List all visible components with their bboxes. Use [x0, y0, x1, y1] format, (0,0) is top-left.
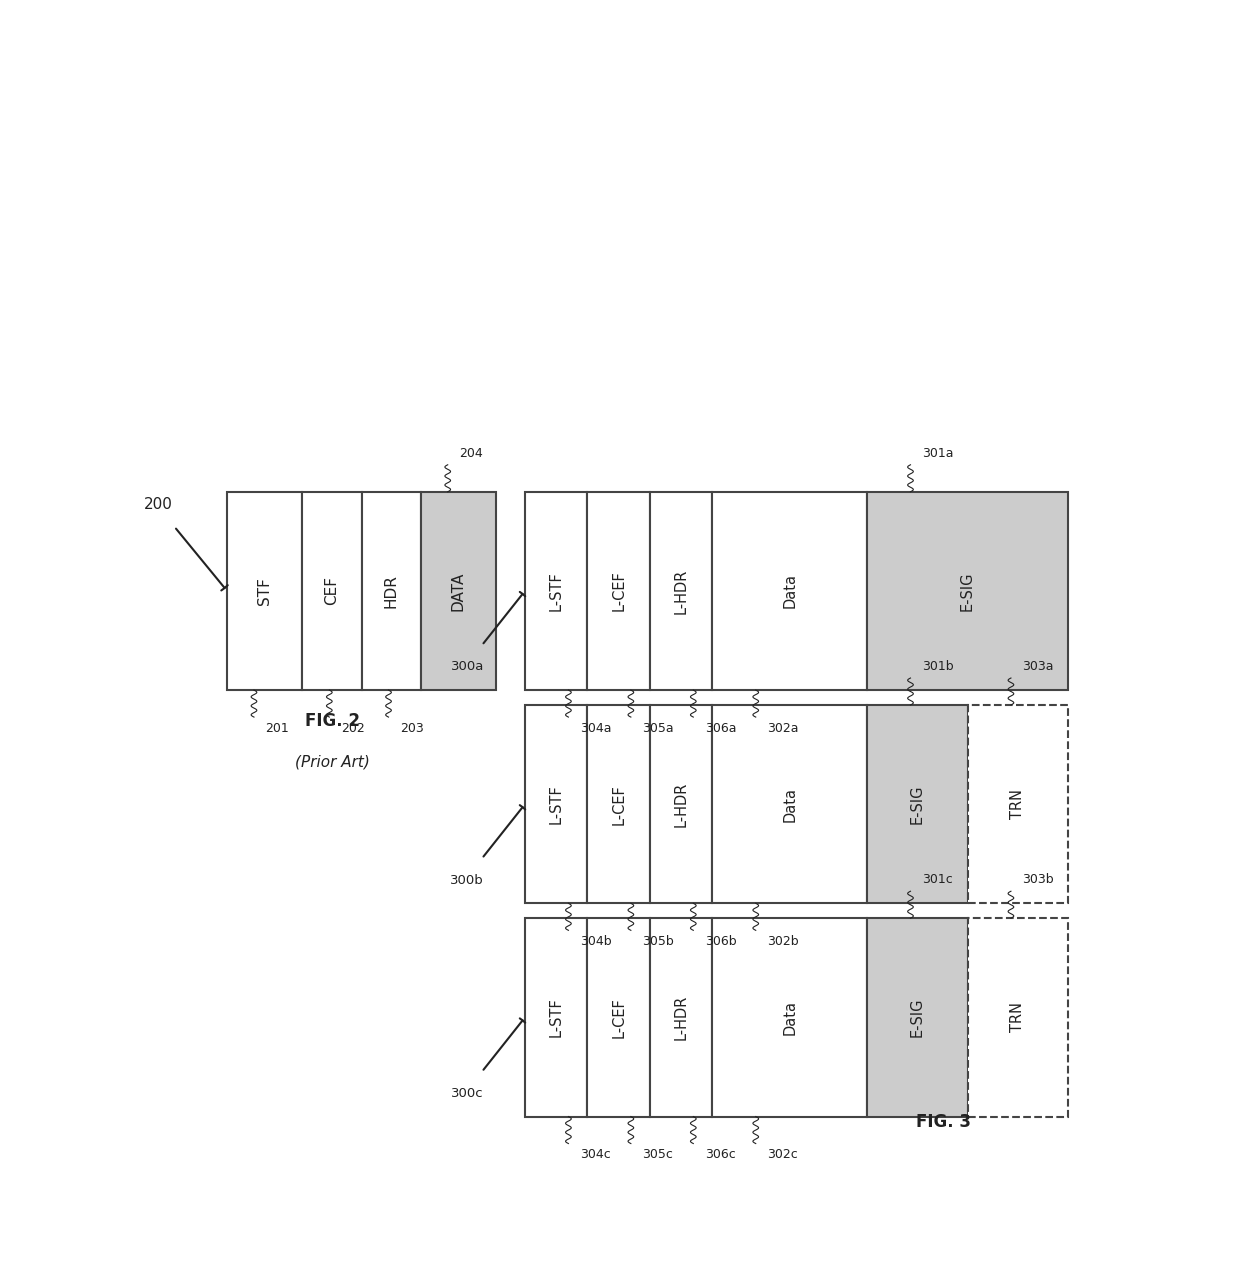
Text: Data: Data: [782, 573, 797, 608]
Text: 201: 201: [265, 721, 289, 735]
Text: HDR: HDR: [383, 574, 399, 608]
Text: L-CEF: L-CEF: [611, 997, 626, 1038]
Bar: [362, 492, 420, 690]
Text: L-HDR: L-HDR: [673, 782, 688, 827]
Text: 303b: 303b: [1023, 873, 1054, 886]
Text: (Prior Art): (Prior Art): [295, 755, 371, 769]
Bar: [712, 918, 867, 1117]
Text: E-SIG: E-SIG: [910, 998, 925, 1037]
Text: L-HDR: L-HDR: [673, 994, 688, 1041]
Text: 300c: 300c: [451, 1087, 484, 1100]
Text: STF: STF: [257, 577, 273, 605]
Text: L-CEF: L-CEF: [611, 784, 626, 824]
Text: 305a: 305a: [642, 721, 675, 735]
Text: TRN: TRN: [1011, 1002, 1025, 1033]
Text: 302c: 302c: [768, 1149, 799, 1162]
Text: 306c: 306c: [704, 1149, 735, 1162]
Bar: [867, 918, 967, 1117]
Text: TRN: TRN: [1011, 790, 1025, 819]
Text: 305b: 305b: [642, 935, 675, 948]
Text: 302a: 302a: [768, 721, 799, 735]
Text: FIG. 2: FIG. 2: [305, 712, 361, 730]
Bar: [867, 705, 967, 903]
Text: L-STF: L-STF: [549, 784, 564, 824]
Text: 301c: 301c: [923, 873, 952, 886]
Text: 305c: 305c: [642, 1149, 673, 1162]
Bar: [867, 492, 1068, 690]
Bar: [650, 918, 712, 1117]
Bar: [525, 918, 588, 1117]
Bar: [588, 492, 650, 690]
Text: 306b: 306b: [704, 935, 737, 948]
Text: Data: Data: [782, 787, 797, 822]
Text: 301b: 301b: [923, 661, 954, 674]
Text: 303a: 303a: [1023, 661, 1054, 674]
Text: 304c: 304c: [580, 1149, 611, 1162]
Text: CEF: CEF: [325, 577, 340, 605]
Bar: [588, 705, 650, 903]
Bar: [525, 492, 588, 690]
Text: 200: 200: [144, 497, 172, 511]
Text: L-STF: L-STF: [549, 571, 564, 611]
Text: 300a: 300a: [450, 661, 484, 674]
Text: 304a: 304a: [580, 721, 611, 735]
Text: 306a: 306a: [704, 721, 737, 735]
Text: 202: 202: [341, 721, 365, 735]
Text: 301a: 301a: [923, 447, 954, 460]
Text: DATA: DATA: [451, 572, 466, 611]
Text: 300b: 300b: [450, 873, 484, 886]
Bar: [420, 492, 496, 690]
Text: 204: 204: [459, 447, 484, 460]
Bar: [967, 705, 1068, 903]
Text: E-SIG: E-SIG: [910, 784, 925, 824]
Bar: [712, 492, 867, 690]
Text: 203: 203: [401, 721, 424, 735]
Text: E-SIG: E-SIG: [960, 571, 975, 611]
Bar: [967, 918, 1068, 1117]
Text: FIG. 3: FIG. 3: [915, 1113, 971, 1131]
Bar: [588, 918, 650, 1117]
Bar: [303, 492, 362, 690]
Text: 304b: 304b: [580, 935, 611, 948]
Text: Data: Data: [782, 999, 797, 1034]
Bar: [650, 705, 712, 903]
Bar: [650, 492, 712, 690]
Text: L-CEF: L-CEF: [611, 571, 626, 612]
Text: L-HDR: L-HDR: [673, 568, 688, 613]
Bar: [227, 492, 303, 690]
Text: L-STF: L-STF: [549, 997, 564, 1037]
Bar: [525, 705, 588, 903]
Text: 302b: 302b: [768, 935, 799, 948]
Bar: [712, 705, 867, 903]
